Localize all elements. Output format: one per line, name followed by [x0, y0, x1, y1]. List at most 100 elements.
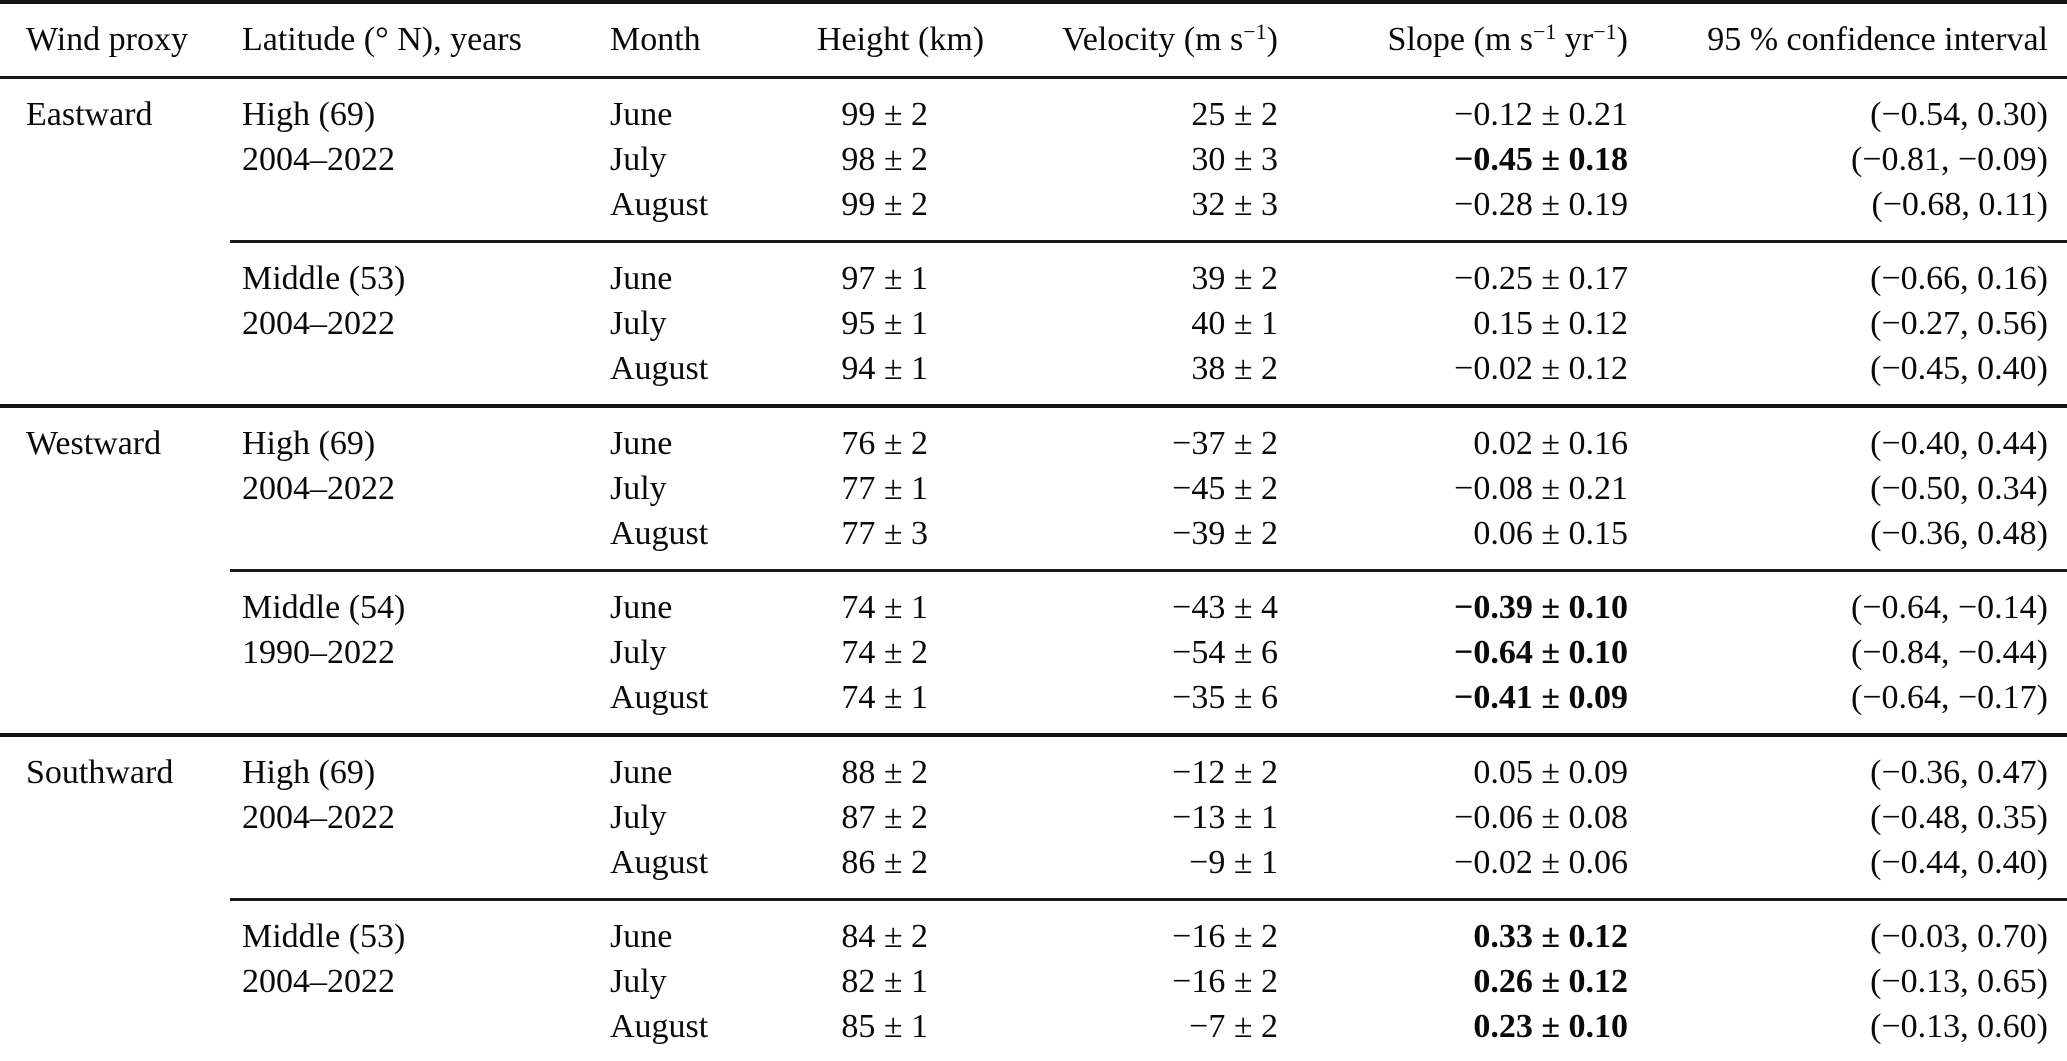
cell-slope: −0.64 ± 0.10: [1453, 634, 1628, 671]
cell-latitude-years: Middle (54): [230, 569, 598, 630]
table-row: Southward High (69) June 88 ± 2 −12 ± 2 0.05 …: [0, 733, 2067, 795]
cell-height: 85 ± 1: [841, 1008, 928, 1045]
cell-month: August: [610, 515, 709, 552]
cell-ci: (−0.44, 0.40): [1870, 844, 2048, 881]
cell-velocity: 40 ± 1: [1191, 305, 1278, 342]
cell-month: August: [610, 679, 709, 716]
cell-latitude-years: [230, 840, 598, 900]
cell-velocity: −35 ± 6: [1172, 679, 1278, 716]
table-row: Westward High (69) June 76 ± 2 −37 ± 2 0.02 ±…: [0, 404, 2067, 466]
cell-velocity: −39 ± 2: [1172, 515, 1278, 552]
table-row: 2004–2022 July 77 ± 1 −45 ± 2 −0.08 ± 0.21 (−…: [0, 466, 2067, 511]
cell-month: August: [610, 1008, 709, 1045]
cell-latitude-years: [230, 1004, 598, 1061]
cell-month: July: [610, 470, 667, 507]
cell-wind-proxy: [0, 466, 230, 511]
cell-latitude-years: [230, 182, 598, 242]
cell-height: 87 ± 2: [841, 799, 928, 836]
cell-velocity: −37 ± 2: [932, 404, 1282, 466]
cell-slope: 0.15 ± 0.12: [1473, 305, 1628, 342]
cell-slope: −0.02 ± 0.06: [1454, 844, 1628, 881]
cell-slope: −0.41 ± 0.09: [1453, 679, 1628, 716]
cell-height: 82 ± 1: [841, 963, 928, 1000]
cell-height: 74 ± 1: [816, 569, 932, 630]
cell-month: June: [598, 569, 816, 630]
cell-height: 94 ± 1: [841, 350, 928, 387]
cell-month: August: [610, 350, 709, 387]
cell-ci: (−0.36, 0.47): [1632, 733, 2067, 795]
cell-wind-proxy: [0, 1004, 230, 1061]
cell-latitude-years: Middle (53): [230, 898, 598, 959]
cell-month: June: [610, 96, 673, 133]
cell-height: 86 ± 2: [841, 844, 928, 881]
cell-latitude-years: 1990–2022: [242, 634, 395, 671]
cell-ci: (−0.84, −0.44): [1851, 634, 2048, 671]
cell-wind-proxy: [0, 182, 230, 242]
cell-wind-proxy: [0, 137, 230, 182]
cell-ci: (−0.45, 0.40): [1870, 350, 2048, 387]
cell-ci: (−0.68, 0.11): [1871, 186, 2048, 223]
cell-height: 74 ± 2: [841, 634, 928, 671]
cell-latitude-years: 2004–2022: [242, 141, 395, 178]
cell-ci: (−0.27, 0.56): [1870, 305, 2048, 342]
cell-height: 98 ± 2: [841, 141, 928, 178]
table-body: Eastward High (69) June 99 ± 2 25 ± 2 −0.12 ±…: [0, 78, 2067, 1061]
cell-wind-proxy: [0, 571, 230, 631]
cell-ci: (−0.50, 0.34): [1870, 470, 2048, 507]
cell-slope: −0.45 ± 0.18: [1453, 141, 1628, 178]
table-row: Middle (53) June 97 ± 1 39 ± 2 −0.25 ± 0.17(…: [0, 240, 2067, 302]
col-header-month: Month: [598, 2, 816, 79]
cell-ci: (−0.03, 0.70): [1632, 898, 2067, 959]
table-row: Middle (54) June 74 ± 1 −43 ± 4 −0.39 ± 0.10…: [0, 569, 2067, 631]
cell-slope: 0.06 ± 0.15: [1473, 515, 1628, 552]
cell-slope: 0.26 ± 0.12: [1473, 963, 1628, 1000]
cell-wind-proxy: Southward: [0, 733, 230, 795]
header-row: Wind proxy Latitude (° N), years Month H…: [0, 2, 2067, 79]
cell-height: 74 ± 1: [841, 679, 928, 716]
cell-wind-proxy: [0, 346, 230, 406]
cell-wind-proxy: [0, 795, 230, 840]
cell-slope: −0.28 ± 0.19: [1454, 186, 1628, 223]
cell-ci: (−0.48, 0.35): [1870, 799, 2048, 836]
cell-month: July: [610, 963, 667, 1000]
table-row: 2004–2022 July 87 ± 2 −13 ± 1 −0.06 ± 0.08 (−…: [0, 795, 2067, 840]
cell-velocity: 32 ± 3: [1191, 186, 1278, 223]
cell-height: 77 ± 1: [841, 470, 928, 507]
cell-latitude-years: 2004–2022: [242, 305, 395, 342]
table-row: August 74 ± 1 −35 ± 6 −0.41 ± 0.09 (−0.64, −…: [0, 675, 2067, 735]
cell-velocity: 30 ± 3: [1191, 141, 1278, 178]
cell-ci: (−0.81, −0.09): [1851, 141, 2048, 178]
cell-velocity: 38 ± 2: [1191, 350, 1278, 387]
cell-height: 88 ± 2: [816, 733, 932, 795]
cell-height: 99 ± 2: [841, 186, 928, 223]
cell-ci: (−0.13, 0.65): [1870, 963, 2048, 1000]
table-row: August 77 ± 3 −39 ± 2 0.06 ± 0.15 (−0.36, 0.…: [0, 511, 2067, 571]
cell-height: 97 ± 1: [816, 240, 932, 301]
cell-wind-proxy: [0, 511, 230, 571]
table-row: August 86 ± 2 −9 ± 1 −0.02 ± 0.06 (−0.44, 0.…: [0, 840, 2067, 900]
cell-ci: (−0.36, 0.48): [1870, 515, 2048, 552]
cell-ci: (−0.40, 0.44): [1632, 404, 2067, 466]
cell-velocity: 25 ± 2: [1191, 96, 1278, 133]
cell-slope: 0.02 ± 0.16: [1282, 404, 1632, 466]
col-header-confidence-interval: 95 % confidence interval: [1632, 2, 2067, 79]
cell-height: 84 ± 2: [816, 898, 932, 959]
cell-month: July: [610, 634, 667, 671]
table-row: August 99 ± 2 32 ± 3 −0.28 ± 0.19 (−0.68, 0.…: [0, 182, 2067, 242]
col-header-height: Height (km): [816, 2, 984, 79]
cell-slope: 0.23 ± 0.10: [1473, 1008, 1628, 1045]
cell-month: August: [610, 186, 709, 223]
cell-slope: −0.25 ± 0.17: [1282, 240, 1632, 301]
col-header-wind-proxy: Wind proxy: [0, 2, 230, 79]
table-row: 2004–2022 July 82 ± 1 −16 ± 2 0.26 ± 0.12 (−0…: [0, 959, 2067, 1004]
cell-latitude-years: 2004–2022: [242, 799, 395, 836]
cell-velocity: −54 ± 6: [1172, 634, 1278, 671]
cell-month: July: [610, 305, 667, 342]
cell-height: 95 ± 1: [841, 305, 928, 342]
cell-wind-proxy: [0, 242, 230, 302]
cell-latitude-years: [230, 511, 598, 571]
table-row: 2004–2022 July 95 ± 1 40 ± 1 0.15 ± 0.12 (−0.…: [0, 301, 2067, 346]
cell-slope: −0.08 ± 0.21: [1454, 470, 1628, 507]
cell-month: June: [598, 404, 816, 466]
cell-month: June: [598, 898, 816, 959]
